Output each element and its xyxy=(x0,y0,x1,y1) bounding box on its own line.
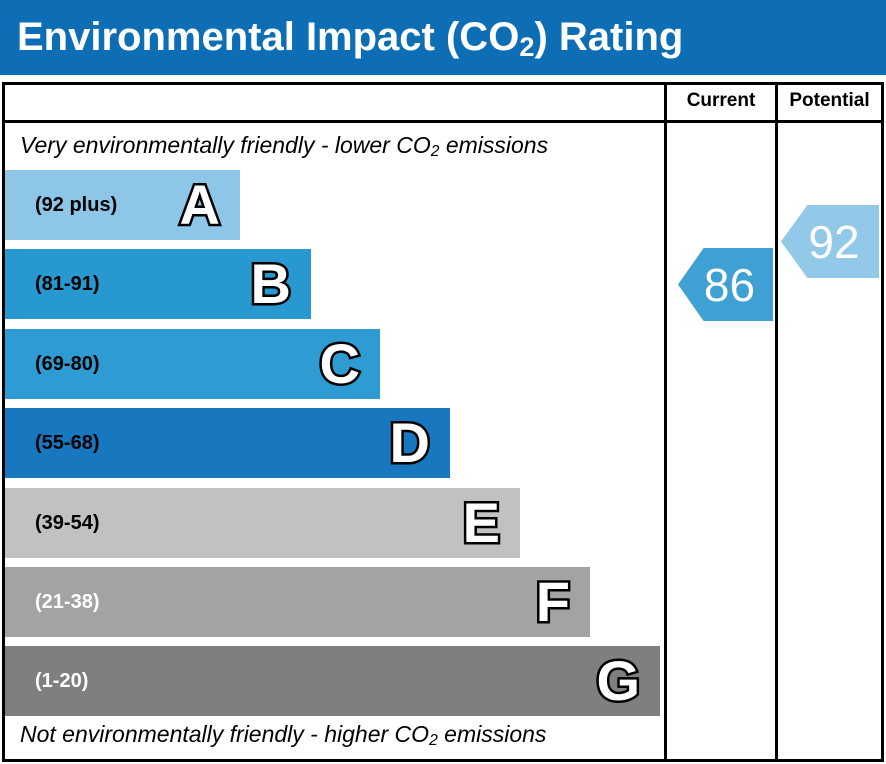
band-range-label: (55-68) xyxy=(35,431,100,454)
band-range-label: (81-91) xyxy=(35,272,100,295)
rating-band-e: (39-54) E E xyxy=(5,488,520,558)
potential-column-divider xyxy=(775,82,778,762)
top-annotation-suffix: emissions xyxy=(439,132,549,158)
rating-table-border xyxy=(2,82,884,762)
title-suffix: ) Rating xyxy=(534,15,684,59)
rating-band-g: (1-20) G G xyxy=(5,646,660,716)
current-rating-value: 86 xyxy=(703,258,756,311)
page-title: Environmental Impact (CO2) Rating xyxy=(17,15,684,62)
bottom-annotation: Not environmentally friendly - higher CO… xyxy=(20,721,547,750)
band-range-label: (39-54) xyxy=(35,511,100,534)
rating-band-d: (55-68) D D xyxy=(5,408,450,478)
band-range-label: (92 plus) xyxy=(35,193,118,216)
band-range-label: (21-38) xyxy=(35,590,100,613)
title-prefix: Environmental Impact (CO xyxy=(17,15,520,59)
top-annotation-text: Very environmentally friendly - lower CO xyxy=(20,132,431,158)
current-column-header: Current xyxy=(686,90,756,111)
rating-band-a: (92 plus) A A xyxy=(5,170,240,240)
rating-band-b: (81-91) B B xyxy=(5,249,311,319)
top-annotation-subscript: 2 xyxy=(430,143,440,161)
rating-band-c: (69-80) C C xyxy=(5,329,380,399)
header-row-divider xyxy=(2,120,884,123)
rating-band-f: (21-38) F F xyxy=(5,567,590,637)
potential-column-header: Potential xyxy=(789,90,870,111)
top-annotation: Very environmentally friendly - lower CO… xyxy=(20,132,549,161)
bottom-annotation-suffix: emissions xyxy=(437,721,547,747)
bottom-annotation-text: Not environmentally friendly - higher CO xyxy=(20,721,430,747)
bottom-annotation-subscript: 2 xyxy=(429,732,438,750)
title-subscript: 2 xyxy=(519,30,535,62)
band-range-label: (1-20) xyxy=(35,669,89,692)
band-range-label: (69-80) xyxy=(35,352,100,375)
potential-rating-value: 92 xyxy=(808,215,860,268)
current-column-divider xyxy=(664,82,667,762)
chart-title-bar: Environmental Impact (CO2) Rating xyxy=(0,0,886,75)
